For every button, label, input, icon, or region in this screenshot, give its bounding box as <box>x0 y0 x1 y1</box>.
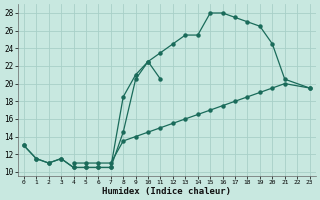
X-axis label: Humidex (Indice chaleur): Humidex (Indice chaleur) <box>102 187 231 196</box>
